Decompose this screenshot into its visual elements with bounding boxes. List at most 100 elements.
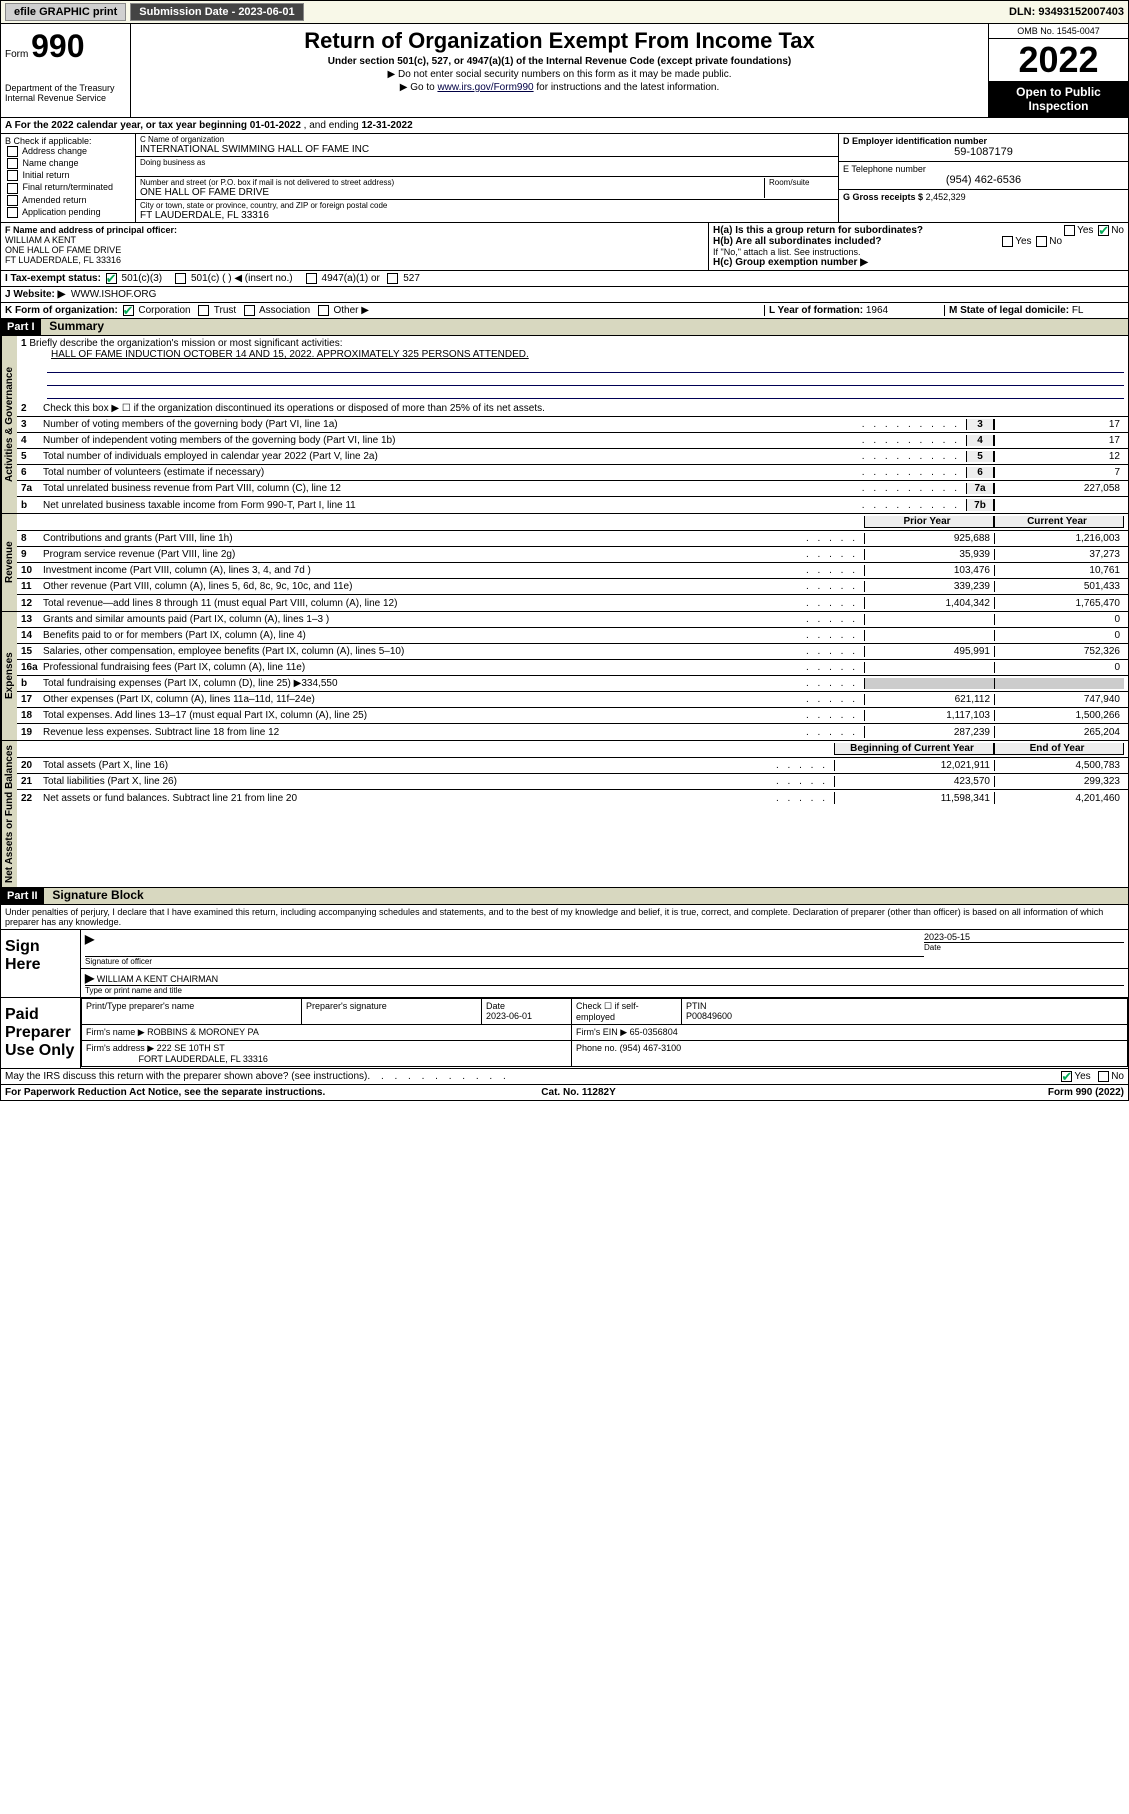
line-txt: Net assets or fund balances. Subtract li…	[43, 793, 770, 804]
checkbox-icon[interactable]	[1098, 225, 1109, 236]
line-curr: 265,204	[994, 726, 1124, 738]
line-curr: 747,940	[994, 694, 1124, 705]
line-num: 6	[21, 467, 43, 478]
checkbox-icon[interactable]	[306, 273, 317, 284]
line-txt: Total number of individuals employed in …	[43, 451, 856, 462]
dots: . . . . .	[800, 727, 864, 738]
cell-phone: E Telephone number (954) 462-6536	[839, 162, 1128, 190]
efile-btn[interactable]: efile GRAPHIC print	[5, 3, 126, 21]
checkbox-icon[interactable]	[7, 158, 18, 169]
c-street: ONE HALL OF FAME DRIVE	[140, 187, 764, 198]
tax-year: 2022	[989, 39, 1128, 81]
c-name-lbl: C Name of organization	[140, 135, 834, 144]
checkbox-icon[interactable]	[106, 273, 117, 284]
summary-line: 13Grants and similar amounts paid (Part …	[17, 612, 1128, 628]
yes-lbl: Yes	[1077, 225, 1093, 236]
line-txt: Investment income (Part VIII, column (A)…	[43, 565, 800, 576]
line-val: 12	[994, 451, 1124, 462]
checkbox-icon[interactable]	[198, 305, 209, 316]
sign-body: ▶ Signature of officer 2023-05-15 Date ▶…	[81, 930, 1128, 997]
vtab-revenue: Revenue	[1, 514, 17, 611]
line-i: I Tax-exempt status: 501(c)(3) 501(c) ( …	[0, 271, 1129, 287]
line-txt: Number of independent voting members of …	[43, 435, 856, 446]
l2-txt: Check this box ▶ ☐ if the organization d…	[43, 403, 1124, 414]
checkbox-icon[interactable]	[387, 273, 398, 284]
box-h: H(a) Is this a group return for subordin…	[708, 223, 1128, 270]
dots: . . . . .	[800, 581, 864, 592]
summary-line: 17Other expenses (Part IX, column (A), l…	[17, 692, 1128, 708]
ha-lbl: H(a) Is this a group return for subordin…	[713, 225, 923, 236]
line-txt: Grants and similar amounts paid (Part IX…	[43, 614, 800, 625]
current-year-hdr: Current Year	[994, 516, 1124, 528]
prep-row-1: Print/Type preparer's name Preparer's si…	[82, 999, 1128, 1025]
line-txt: Revenue less expenses. Subtract line 18 …	[43, 727, 800, 738]
checkbox-icon[interactable]	[1064, 225, 1075, 236]
line-num: 19	[21, 727, 43, 738]
form-number: 990	[31, 28, 84, 64]
arrow-icon: ▶	[85, 971, 94, 985]
line-num: 13	[21, 614, 43, 625]
cell-dba: Doing business as	[136, 157, 838, 177]
no-lbl: No	[1111, 225, 1124, 236]
checkbox-icon[interactable]	[7, 170, 18, 181]
line-curr: 1,500,266	[994, 710, 1124, 721]
ck-final-return: Final return/terminated	[5, 182, 131, 193]
line-txt: Total revenue—add lines 8 through 11 (mu…	[43, 598, 800, 609]
checkbox-icon[interactable]	[123, 305, 134, 316]
checkbox-icon[interactable]	[1061, 1071, 1072, 1082]
prep-h5: PTINP00849600	[682, 999, 1128, 1025]
checkbox-icon[interactable]	[1002, 236, 1013, 247]
line-curr: 0	[994, 630, 1124, 641]
checkbox-icon[interactable]	[175, 273, 186, 284]
ein-val: 65-0356804	[630, 1027, 678, 1037]
col-c: C Name of organization INTERNATIONAL SWI…	[136, 134, 838, 222]
cell-ein: D Employer identification number 59-1087…	[839, 134, 1128, 162]
hc: H(c) Group exemption number ▶	[713, 257, 1124, 268]
summary-line: 6Total number of volunteers (estimate if…	[17, 465, 1128, 481]
sig-line-2: ▶ WILLIAM A KENT CHAIRMAN Type or print …	[81, 969, 1128, 997]
exp-body: 13Grants and similar amounts paid (Part …	[17, 612, 1128, 740]
h5-lbl: PTIN	[686, 1001, 707, 1011]
checkbox-icon[interactable]	[7, 195, 18, 206]
line-curr: 299,323	[994, 776, 1124, 787]
l-val: 1964	[866, 305, 888, 316]
dots: . . . . . . . . .	[856, 451, 966, 462]
line-txt: Total fundraising expenses (Part IX, col…	[43, 678, 800, 689]
line-curr: 1,765,470	[994, 597, 1124, 609]
hdr-right: OMB No. 1545-0047 2022 Open to Public In…	[988, 24, 1128, 117]
checkbox-icon[interactable]	[1036, 236, 1047, 247]
addr1-val: 222 SE 10TH ST	[157, 1043, 225, 1053]
paid-preparer-block: Paid Preparer Use Only Print/Type prepar…	[0, 998, 1129, 1069]
sub3-pre: ▶ Go to	[400, 82, 438, 93]
dots: . . . . .	[800, 710, 864, 721]
h3-lbl: Date	[486, 1001, 505, 1011]
checkbox-icon[interactable]	[7, 146, 18, 157]
dots: . . . . .	[800, 533, 864, 544]
irs-link[interactable]: www.irs.gov/Form990	[437, 82, 533, 93]
prep-table: Print/Type preparer's name Preparer's si…	[81, 998, 1128, 1067]
dln: DLN: 93493152007403	[1009, 6, 1124, 18]
checkbox-icon[interactable]	[318, 305, 329, 316]
checkbox-icon[interactable]	[244, 305, 255, 316]
i-lbl: I Tax-exempt status:	[5, 273, 101, 284]
part1-header-row: Part I Summary	[0, 319, 1129, 336]
line-txt: Total number of volunteers (estimate if …	[43, 467, 856, 478]
subtitle-2: ▶ Do not enter social security numbers o…	[141, 69, 978, 80]
line-prior: 1,404,342	[864, 597, 994, 609]
line-txt: Total assets (Part X, line 16)	[43, 760, 770, 771]
dots: . . . . .	[770, 776, 834, 787]
dots: . . . . . . . . .	[856, 500, 966, 511]
l1-val: HALL OF FAME INDUCTION OCTOBER 14 AND 15…	[51, 349, 1124, 360]
checkbox-icon[interactable]	[7, 207, 18, 218]
footer-mid: Cat. No. 11282Y	[541, 1087, 615, 1098]
line-curr: 501,433	[994, 581, 1124, 592]
checkbox-icon[interactable]	[1098, 1071, 1109, 1082]
line-curr: 10,761	[994, 565, 1124, 576]
line-num: 11	[21, 581, 43, 592]
submission-date-btn[interactable]: Submission Date - 2023-06-01	[130, 3, 303, 21]
line-box: 7a	[966, 483, 994, 494]
l-lbl: L Year of formation:	[769, 305, 863, 316]
sig-officer-lbl: Signature of officer	[85, 956, 924, 966]
hb-lbl: H(b) Are all subordinates included?	[713, 236, 882, 247]
checkbox-icon[interactable]	[7, 183, 18, 194]
